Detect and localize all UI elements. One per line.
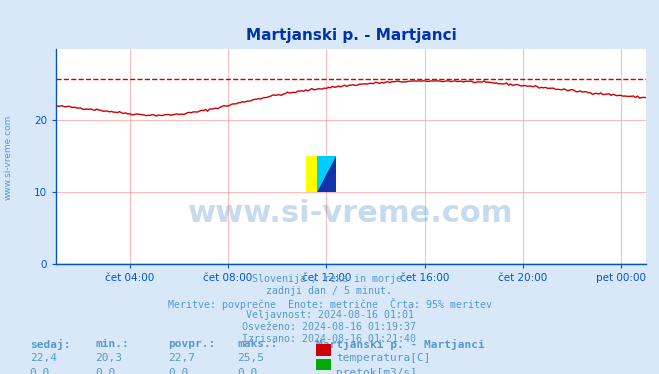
Text: maks.:: maks.: [237, 339, 277, 349]
Text: Martjanski p. - Martjanci: Martjanski p. - Martjanci [316, 339, 485, 350]
Text: Veljavnost: 2024-08-16 01:01: Veljavnost: 2024-08-16 01:01 [246, 310, 413, 320]
Text: 0,0: 0,0 [237, 368, 258, 374]
Title: Martjanski p. - Martjanci: Martjanski p. - Martjanci [246, 28, 456, 43]
Text: Osveženo: 2024-08-16 01:19:37: Osveženo: 2024-08-16 01:19:37 [243, 322, 416, 332]
Text: min.:: min.: [96, 339, 129, 349]
Polygon shape [317, 156, 335, 192]
Text: www.si-vreme.com: www.si-vreme.com [4, 114, 13, 200]
Polygon shape [317, 156, 335, 192]
Text: www.si-vreme.com: www.si-vreme.com [188, 199, 513, 228]
Bar [306, 156, 317, 192]
Text: 20,3: 20,3 [96, 353, 123, 364]
Text: zadnji dan / 5 minut.: zadnji dan / 5 minut. [266, 286, 393, 296]
Text: Izrisano: 2024-08-16 01:21:40: Izrisano: 2024-08-16 01:21:40 [243, 334, 416, 344]
Text: Meritve: povprečne  Enote: metrične  Črta: 95% meritev: Meritve: povprečne Enote: metrične Črta:… [167, 298, 492, 310]
Text: 0,0: 0,0 [30, 368, 50, 374]
Text: Slovenija / reke in morje.: Slovenija / reke in morje. [252, 274, 407, 284]
Text: 25,5: 25,5 [237, 353, 264, 364]
Text: temperatura[C]: temperatura[C] [336, 353, 430, 364]
Text: 0,0: 0,0 [96, 368, 116, 374]
Text: 0,0: 0,0 [168, 368, 188, 374]
Text: 22,7: 22,7 [168, 353, 195, 364]
Text: povpr.:: povpr.: [168, 339, 215, 349]
Text: 22,4: 22,4 [30, 353, 57, 364]
Text: sedaj:: sedaj: [30, 339, 70, 350]
Text: pretok[m3/s]: pretok[m3/s] [336, 368, 417, 374]
